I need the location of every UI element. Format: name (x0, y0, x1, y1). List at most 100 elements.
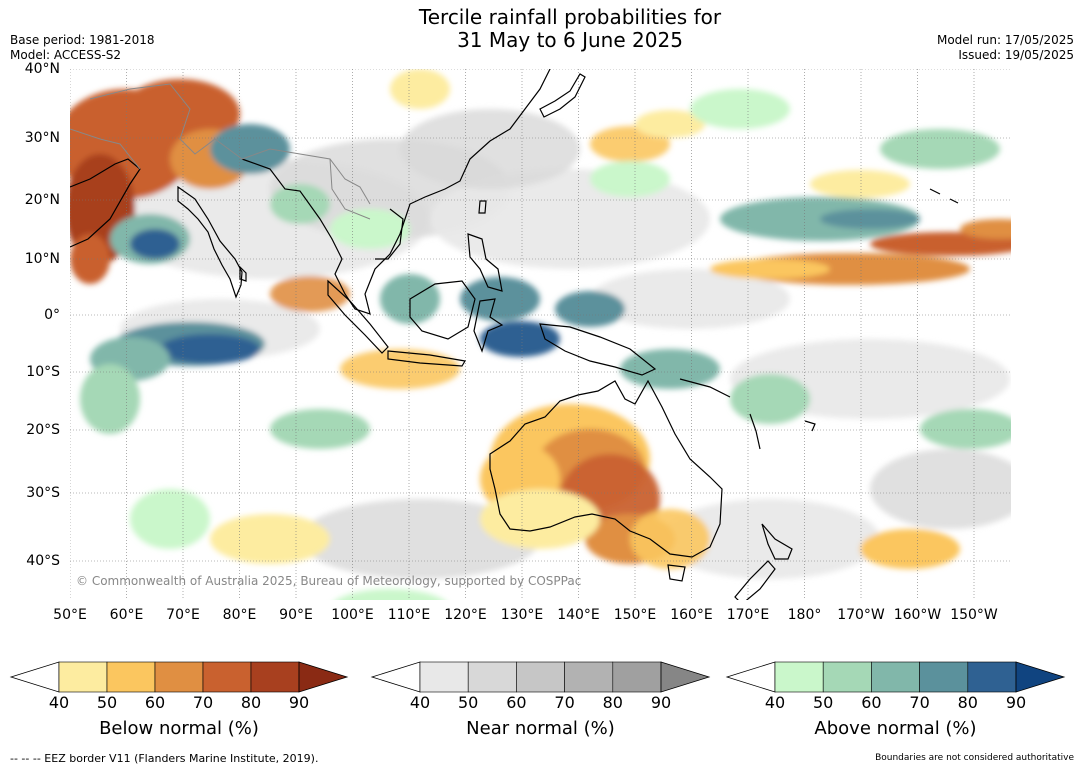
colorbar-tick-label: 90 (650, 693, 672, 712)
colorbar-segment (202, 661, 252, 693)
colorbar-segment (516, 661, 565, 693)
coast-hawaii (929, 188, 959, 204)
probability-patch (880, 129, 1000, 169)
colorbar-tick-label: 90 (1005, 693, 1027, 712)
probability-patch (400, 109, 580, 189)
colorbar-tick-label: 40 (48, 693, 70, 712)
probability-patch (460, 277, 540, 321)
probability-patch (820, 209, 920, 229)
colorbar-segment (564, 661, 614, 693)
coast-india (177, 185, 243, 299)
latitude-label: 20°S (26, 422, 60, 438)
colorbar-segment (612, 661, 662, 693)
colorbar-segment (58, 661, 108, 693)
coast-philippines (467, 233, 503, 292)
colorbar-tick-label: 40 (409, 693, 431, 712)
eez-border-note: -- -- -- EEZ border V11 (Flanders Marine… (10, 752, 319, 765)
coast-new-zealand-south (734, 560, 776, 600)
coast-taiwan (478, 200, 487, 214)
probability-patch (210, 124, 290, 174)
colorbar-tick-label: 50 (96, 693, 118, 712)
probability-patch (70, 234, 110, 284)
probability-patch (860, 529, 960, 569)
probability-patch (336, 589, 444, 600)
coast-vietnam (375, 208, 404, 260)
probability-patch (330, 209, 410, 249)
longitude-label: 160°E (670, 607, 713, 623)
probability-patch (870, 449, 1011, 529)
colorbar-tick-label: 50 (813, 693, 834, 712)
coast-southeast-asia (241, 69, 551, 315)
colorbar-tick-label: 60 (144, 693, 166, 712)
longitude-label: 100°E (331, 607, 374, 623)
probability-patch (270, 276, 350, 312)
probability-patch (390, 69, 450, 109)
colorbar-segment (106, 661, 156, 693)
coast-vanuatu (749, 413, 761, 450)
longitude-label: 80°E (222, 607, 257, 623)
colorbar-tick-label: 50 (458, 693, 479, 712)
colorbar-segment (774, 661, 824, 693)
colorbar-segment (919, 661, 969, 693)
longitude-label: 130°E (500, 607, 544, 623)
latitude-label: 40°S (26, 553, 60, 569)
colorbar-upper-extension (1015, 661, 1066, 693)
latitude-label: 20°N (24, 192, 60, 208)
colorbar-above-normal (725, 661, 1066, 693)
probability-patch (130, 489, 210, 549)
probability-patch (555, 291, 625, 327)
colorbar-segment (419, 661, 469, 693)
probability-patch (590, 161, 670, 197)
probability-patch (590, 269, 790, 329)
probability-patch (130, 229, 180, 259)
colorbar-segment (822, 661, 872, 693)
probability-patch (690, 89, 790, 129)
coast-new-zealand-north (761, 523, 793, 560)
longitude-label: 150°E (613, 607, 657, 623)
longitude-label: 60°E (109, 607, 144, 623)
colorbar-tick-label: 70 (909, 693, 930, 712)
colorbar-near-normal (370, 661, 711, 693)
model-name: Model: ACCESS-S2 (10, 48, 122, 62)
longitude-label: 90°E (279, 607, 313, 623)
longitude-label: 150°W (950, 607, 998, 623)
coast-sulawesi (473, 298, 504, 353)
country-borders (70, 83, 371, 220)
probability-patch (270, 409, 370, 449)
near-normal-title: Near normal (%) (466, 718, 615, 739)
rainfall-probability-map: © Commonwealth of Australia 2025, Bureau… (70, 69, 1011, 600)
colorbars (9, 661, 1066, 693)
probability-patch (635, 110, 705, 138)
copyright-text: © Commonwealth of Australia 2025, Bureau… (76, 574, 581, 588)
colorbar-lower-extension (725, 661, 776, 693)
probability-patch (920, 409, 1011, 449)
probability-patch (480, 489, 600, 549)
probability-patch (810, 170, 910, 198)
latitude-label: 30°N (24, 130, 60, 146)
coast-tasmania (667, 564, 686, 582)
graticule (70, 69, 1011, 600)
colorbar-segment (967, 661, 1017, 693)
coast-borneo (409, 280, 476, 340)
longitude-label: 180° (787, 607, 822, 623)
longitude-label: 50°E (53, 607, 87, 623)
colorbar-segment (250, 661, 300, 693)
colorbar-tick-label: 60 (861, 693, 882, 712)
longitude-label: 120°E (444, 607, 487, 623)
coast-java (387, 350, 466, 367)
longitude-label: 70°E (166, 607, 200, 623)
probability-patch (660, 499, 880, 579)
colorbar-below-normal (9, 661, 349, 693)
map-title-line2: 31 May to 6 June 2025 (457, 28, 683, 52)
longitude-label: 170°E (726, 607, 770, 623)
colorbar-upper-extension (660, 661, 711, 693)
coast-sumatra (327, 279, 389, 354)
coast-new-guinea (539, 323, 657, 376)
colorbar-lower-extension (9, 661, 60, 693)
probability-patch (270, 184, 330, 224)
probability-patch (870, 232, 1011, 256)
latitude-label: 40°N (24, 61, 60, 77)
below-normal-title: Below normal (%) (99, 718, 259, 739)
longitude-label: 140°E (557, 607, 600, 623)
coast-australia (489, 379, 723, 558)
